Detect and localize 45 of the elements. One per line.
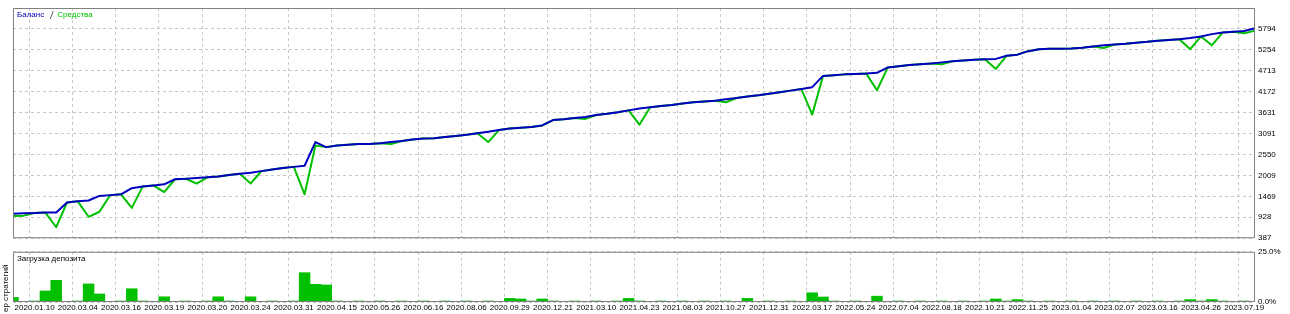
text: ер стратегий [1, 264, 11, 312]
text: Баланс [17, 10, 45, 20]
x-tick-label: 2022.05.24 [835, 303, 876, 312]
y-tick-label: 3091 [1258, 128, 1277, 138]
x-tick-label: 2020.04.15 [316, 303, 358, 312]
y-tick-label: 387 [1258, 233, 1272, 243]
x-tick-label: 2020.03.19 [144, 303, 185, 312]
x-tick-label: 2021.03.10 [576, 303, 617, 312]
x-tick-label: 2021.08.03 [662, 303, 704, 312]
x-tick-label: 2020.09.29 [489, 303, 531, 312]
y-tick-label: 2550 [1258, 149, 1277, 159]
x-tick-label: 2020.03.04 [57, 303, 99, 312]
x-tick-label: 2022.03.17 [792, 303, 833, 312]
x-tick-label: 2020.03.16 [100, 303, 142, 312]
x-tick-label: 2022.08.18 [921, 303, 963, 312]
x-tick-label: 2020.03.24 [230, 303, 272, 312]
y-tick-label: 5794 [1258, 24, 1277, 34]
x-tick-label: 2020.12.21 [532, 303, 574, 312]
y-tick-label: 2009 [1258, 170, 1277, 180]
x-tick-label: 2021.12.31 [748, 303, 790, 312]
x-tick-label: 2022.11.25 [1008, 303, 1049, 312]
y-tick-label: 5254 [1258, 45, 1277, 55]
x-tick-label: 2020.08.06 [446, 303, 488, 312]
y-tick-label: 1469 [1258, 191, 1277, 201]
text: Средства [57, 10, 94, 20]
y-tick-label: 4713 [1258, 65, 1277, 75]
y-tick-label: 4172 [1258, 86, 1277, 96]
x-tick-label: 2020.05.26 [360, 303, 401, 312]
x-tick-label: 2023.01.04 [1051, 303, 1092, 312]
x-tick-label: 2020.06.16 [403, 303, 444, 312]
y-tick-label: 25.0% [1258, 247, 1281, 256]
x-tick-label: 2021.10.27 [705, 303, 747, 312]
x-tick-label: 2020.01.10 [14, 303, 56, 312]
x-tick-label: 2022.10.21 [964, 303, 1006, 312]
y-tick-label: 928 [1258, 212, 1272, 222]
x-tick-label: 2023.03.16 [1137, 303, 1179, 312]
chart-title: Загрузка депозита [17, 254, 87, 263]
x-tick-label: 2020.03.31 [273, 303, 315, 312]
x-tick-label: 2023.02.07 [1094, 303, 1136, 312]
x-tick-label: 2022.07.04 [878, 303, 920, 312]
x-tick-label: 2021.04.23 [619, 303, 660, 312]
x-tick-label: 2023.04.26 [1180, 303, 1222, 312]
y-tick-label: 3631 [1258, 107, 1277, 117]
x-tick-label: 2023.07.19 [1224, 303, 1265, 312]
x-tick-label: 2020.03.20 [187, 303, 228, 312]
